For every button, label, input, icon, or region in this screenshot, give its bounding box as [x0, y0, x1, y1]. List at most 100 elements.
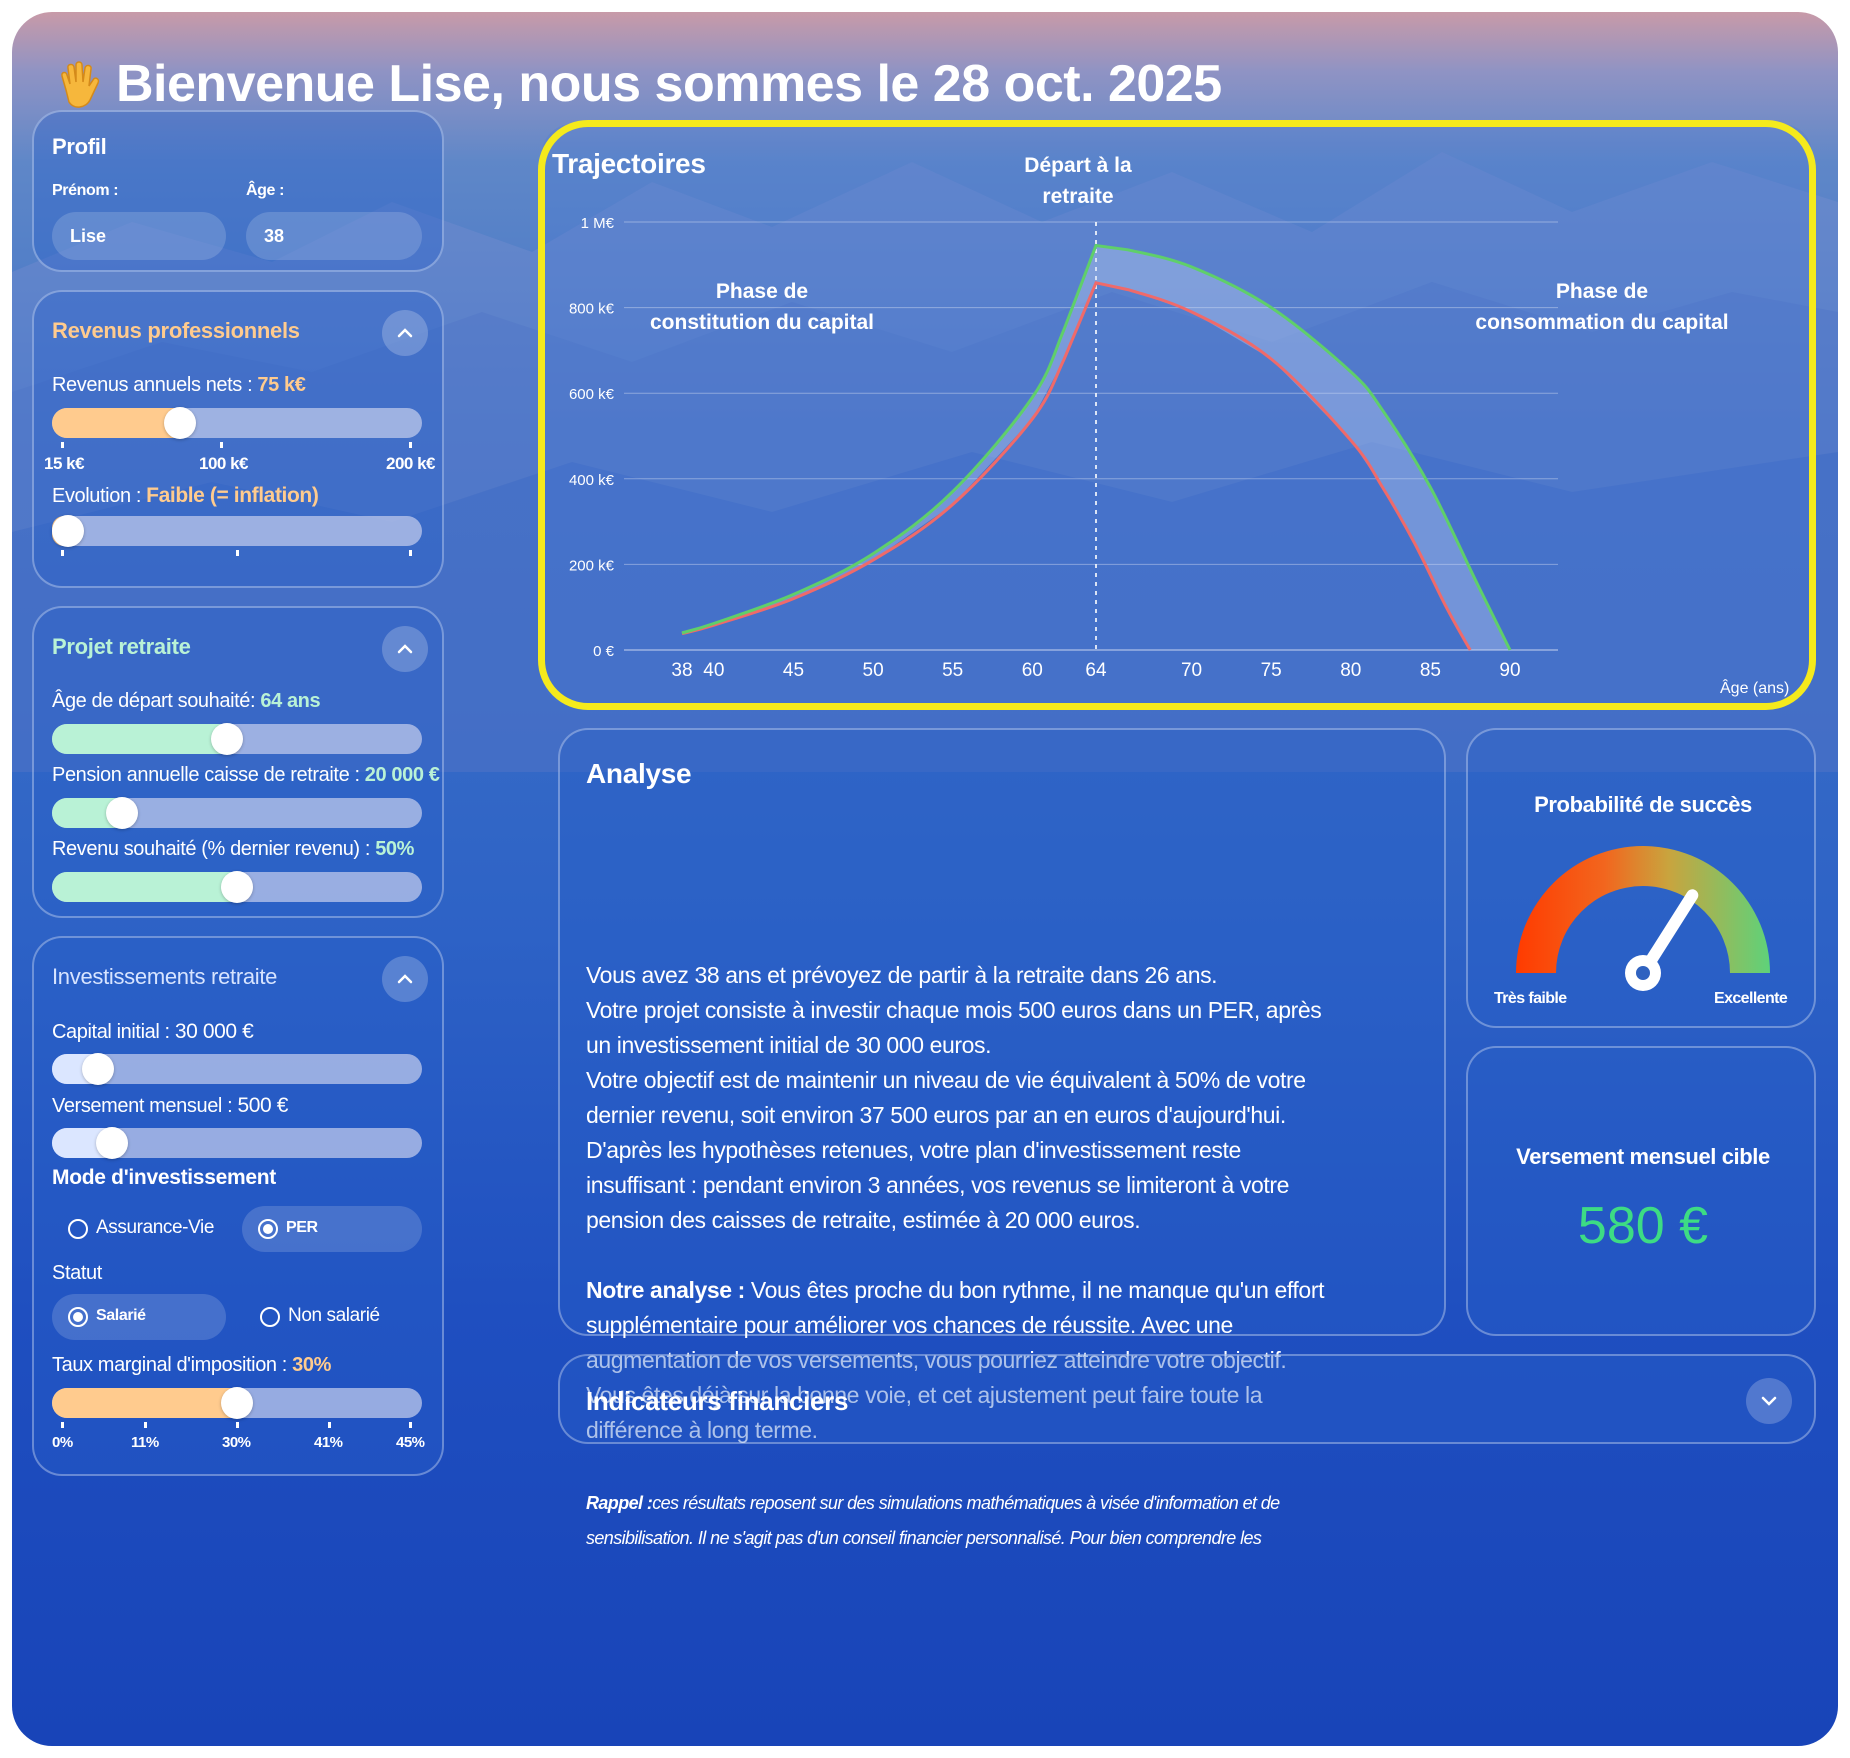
revenus-annual-value: 75 k€: [257, 374, 306, 396]
invest-title: Investissements retraite: [52, 964, 278, 989]
statut-option-salarie[interactable]: Salarié: [52, 1294, 226, 1340]
pension-slider[interactable]: [52, 797, 422, 829]
x-tick-label: 38: [671, 660, 692, 681]
slider-handle[interactable]: [95, 1127, 128, 1159]
versement-slider[interactable]: [52, 1127, 422, 1159]
revenus-annual-label: Revenus annuels nets : 75 k€: [52, 374, 306, 397]
x-tick-label: 75: [1261, 660, 1282, 681]
pension-text: Pension annuelle caisse de retraite :: [52, 764, 360, 786]
analyse-line: augmentation de vos versements, vous pou…: [586, 1343, 1416, 1378]
revenu-souhaite-label: Revenu souhaité (% dernier revenu) : 50%: [52, 838, 414, 861]
analyse-line: supplémentaire pour améliorer vos chance…: [586, 1308, 1416, 1343]
revenus-card: Revenus professionnels Revenus annuels n…: [32, 290, 444, 588]
prenom-field[interactable]: Lise: [52, 212, 226, 260]
slider-handle[interactable]: [221, 871, 253, 903]
mode-title: Mode d'investissement: [52, 1166, 276, 1189]
capital-label: Capital initial : 30 000 €: [52, 1020, 254, 1044]
phase1-annotation: Phase de constitution du capital: [612, 276, 912, 338]
analyse-line: Notre analyse : Vous êtes proche du bon …: [586, 1273, 1416, 1308]
slider-handle[interactable]: [52, 515, 84, 547]
chevron-up-icon: [397, 974, 413, 984]
invest-collapse-button[interactable]: [382, 956, 428, 1002]
radio-button[interactable]: [68, 1219, 88, 1239]
analyse-line: Votre objectif est de maintenir un nivea…: [586, 1067, 1306, 1093]
x-tick-label: 60: [1022, 660, 1043, 681]
taux-scale-label: 30%: [222, 1434, 251, 1451]
revenus-collapse-button[interactable]: [382, 310, 428, 356]
revenu-souhaite-text: Revenu souhaité (% dernier revenu) :: [52, 838, 371, 860]
chevron-up-icon: [397, 644, 413, 654]
age-depart-label: Âge de départ souhaité: 64 ans: [52, 690, 321, 713]
age-depart-slider[interactable]: [52, 723, 422, 755]
taux-scale-label: 45%: [396, 1434, 425, 1451]
analyse-line-text: supplémentaire pour améliorer vos chance…: [586, 1312, 1233, 1338]
indicateurs-card[interactable]: Indicateurs financiers: [558, 1354, 1816, 1444]
profil-title: Profil: [52, 134, 107, 159]
slider-handle[interactable]: [163, 407, 196, 439]
taux-text: Taux marginal d'imposition :: [52, 1354, 287, 1376]
revenus-annual-slider[interactable]: [52, 407, 422, 439]
tick-mark: [220, 442, 223, 448]
y-tick-label: 1 M€: [581, 215, 615, 232]
analyse-paragraph-2: Notre analyse : Vous êtes proche du bon …: [586, 1273, 1416, 1448]
analyse-line: D'après les hypothèses retenues, votre p…: [586, 1137, 1241, 1163]
taux-slider[interactable]: [52, 1387, 422, 1419]
versement-cible-card: Versement mensuel cible 580 €: [1466, 1046, 1816, 1336]
page-title: Bienvenue Lise, nous sommes le 28 oct. 2…: [116, 55, 1222, 113]
slider-handle[interactable]: [106, 797, 139, 829]
mode-option-label: PER: [286, 1219, 318, 1236]
indicateurs-expand-button[interactable]: [1746, 1378, 1792, 1424]
slider-fill: [52, 1388, 245, 1418]
x-tick-label: 85: [1420, 660, 1441, 681]
radio-button[interactable]: [260, 1307, 280, 1327]
y-tick-label: 400 k€: [569, 472, 615, 489]
age-depart-value: 64 ans: [260, 690, 321, 712]
projet-card: Projet retraite Âge de départ souhaité: …: [32, 606, 444, 918]
statut-option-non-salarie[interactable]: Non salarié: [242, 1294, 422, 1340]
gauge-hub-center: [1636, 966, 1650, 980]
trajectoires-chart: 0 € 200 k€ 400 k€ 600 k€ 800 k€ 1 M€ 38 40 45 50 5…: [569, 215, 1558, 681]
versement-text: Versement mensuel :: [52, 1095, 233, 1117]
slider-handle[interactable]: [210, 723, 243, 755]
retirement-annotation-line1: Départ à la: [1024, 154, 1132, 177]
pension-label: Pension annuelle caisse de retraite : 20…: [52, 764, 440, 787]
versement-cible-title: Versement mensuel cible: [1516, 1144, 1770, 1169]
taux-scale-label: 41%: [314, 1434, 343, 1451]
chevron-up-icon: [397, 328, 413, 338]
prenom-label: Prénom :: [52, 182, 119, 199]
capital-slider[interactable]: [52, 1053, 422, 1085]
analyse-disclaimer: Rappel :ces résultats reposent sur des s…: [586, 1486, 1416, 1556]
radio-button-selected[interactable]: [68, 1307, 88, 1327]
y-tick-label: 800 k€: [569, 301, 615, 318]
analyse-line-text: différence à long terme.: [586, 1417, 818, 1443]
statut-title: Statut: [52, 1262, 102, 1284]
taux-scale-label: 11%: [131, 1434, 159, 1451]
revenus-annual-text: Revenus annuels nets :: [52, 374, 253, 396]
gauge-low-label: Très faible: [1494, 990, 1567, 1007]
taux-scale-label: 0%: [52, 1434, 73, 1451]
mode-option-assurance[interactable]: Assurance-Vie: [52, 1206, 224, 1252]
analyse-line: dernier revenu, soit environ 37 500 euro…: [586, 1102, 1286, 1128]
retirement-annotation-line2: retraite: [1042, 185, 1114, 208]
mode-option-per[interactable]: PER: [242, 1206, 422, 1252]
x-tick-label: 40: [703, 660, 724, 681]
evolution-slider[interactable]: [52, 515, 422, 547]
tick-mark: [144, 1422, 147, 1428]
revenu-souhaite-slider[interactable]: [52, 871, 422, 903]
taux-label: Taux marginal d'imposition : 30%: [52, 1354, 331, 1377]
analyse-line-text: Vous êtes déjà sur la bonne voie, et cet…: [586, 1382, 1263, 1408]
x-tick-label: 80: [1340, 660, 1361, 681]
slider-handle[interactable]: [221, 1387, 253, 1419]
slider-handle[interactable]: [82, 1053, 115, 1085]
analyse-line: insuffisant : pendant environ 3 années, …: [586, 1172, 1289, 1198]
highlight-frame: [538, 120, 1816, 710]
radio-button-selected[interactable]: [258, 1219, 278, 1239]
disclaimer-line: sensibilisation. Il ne s'agit pas d'un c…: [586, 1521, 1416, 1556]
age-field[interactable]: 38: [246, 212, 422, 260]
projet-collapse-button[interactable]: [382, 626, 428, 672]
analyse-card: Analyse: [558, 728, 1446, 1336]
waving-hand-icon: [61, 61, 100, 108]
analyse-bold-lead: Notre analyse :: [586, 1277, 745, 1303]
x-tick-label: 90: [1499, 660, 1520, 681]
evolution-value: Faible (= inflation): [146, 484, 319, 507]
